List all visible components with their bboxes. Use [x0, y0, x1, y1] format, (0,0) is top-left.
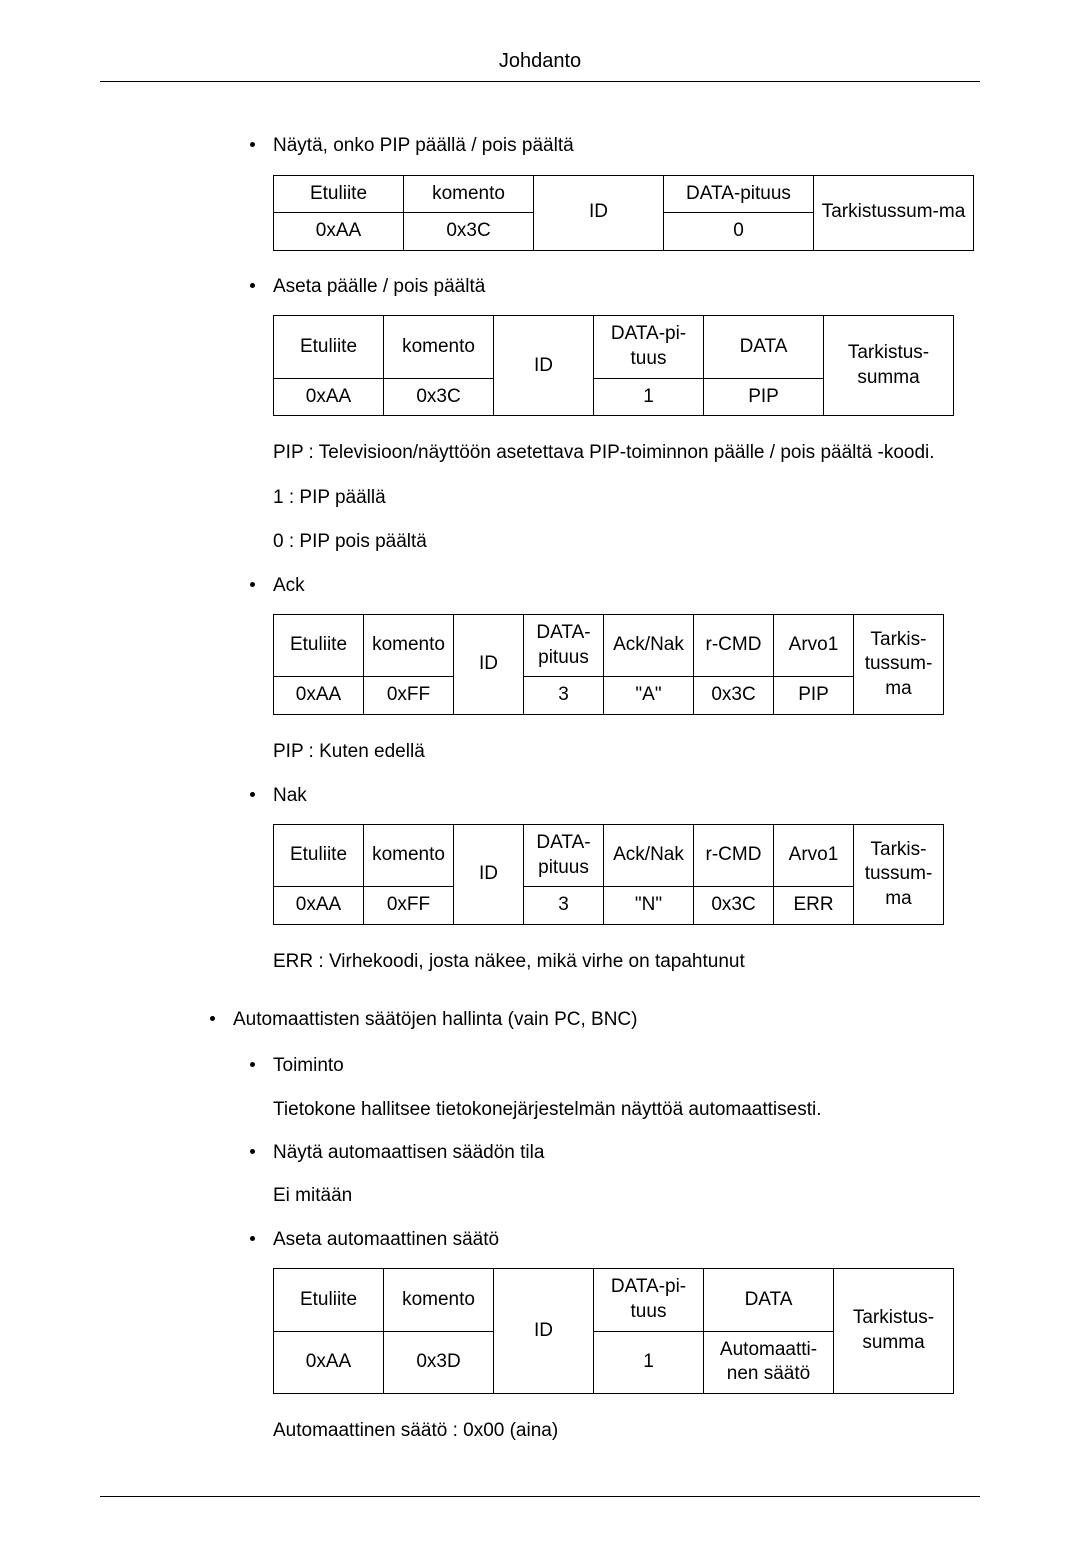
bullet-s7: Näytä automaattisen säädön tila — [250, 1139, 980, 1168]
td: 0x3D — [384, 1331, 494, 1393]
bullet-s2: Aseta päälle / pois päältä — [250, 273, 980, 302]
bullet-text-s8: Aseta automaattinen säätö — [273, 1226, 499, 1255]
table-s1: Etuliite komento ID DATA-pituus Tarkistu… — [273, 175, 974, 251]
td: "A" — [604, 677, 694, 715]
bullet-s6: Toiminto — [250, 1052, 980, 1081]
text-s2-p2: 1 : PIP päällä — [273, 483, 980, 513]
td: ERR — [774, 887, 854, 925]
td: 0xAA — [274, 887, 364, 925]
th: DATA — [704, 316, 824, 378]
bullet-s4: Nak — [250, 782, 980, 811]
bullet-icon — [250, 1062, 255, 1067]
th: ID — [494, 316, 594, 416]
th: DATA-pi-tuus — [594, 1269, 704, 1331]
bullet-s3: Ack — [250, 572, 980, 601]
th: Tarkistus-summa — [834, 1269, 954, 1394]
table-s2: Etuliite komento ID DATA-pi-tuus DATA Ta… — [273, 315, 954, 416]
td: 3 — [524, 677, 604, 715]
td: 0xFF — [364, 677, 454, 715]
th: Arvo1 — [774, 615, 854, 677]
td: "N" — [604, 887, 694, 925]
bullet-icon — [250, 283, 255, 288]
text-s6-p1: Tietokone hallitsee tietokonejärjestelmä… — [273, 1095, 980, 1125]
th: komento — [364, 615, 454, 677]
bullet-text-s7: Näytä automaattisen säädön tila — [273, 1139, 544, 1168]
table-s3: Etuliite komento ID DATA-pituus Ack/Nak … — [273, 614, 944, 715]
bullet-icon — [250, 582, 255, 587]
bullet-s1: Näytä, onko PIP päällä / pois päältä — [250, 132, 980, 161]
td: 1 — [594, 378, 704, 416]
th: Arvo1 — [774, 825, 854, 887]
th: ID — [454, 825, 524, 925]
table-s4: Etuliite komento ID DATA-pituus Ack/Nak … — [273, 824, 944, 925]
bullet-icon — [250, 1236, 255, 1241]
th: komento — [404, 175, 534, 213]
td: 0xAA — [274, 378, 384, 416]
td: 0x3C — [404, 213, 534, 251]
text-s7-p1: Ei mitään — [273, 1181, 980, 1211]
bullet-s8: Aseta automaattinen säätö — [250, 1226, 980, 1255]
td: PIP — [704, 378, 824, 416]
th: Etuliite — [274, 825, 364, 887]
th: Etuliite — [274, 615, 364, 677]
text-s2-p1: PIP : Televisioon/näyttöön asetettava PI… — [273, 438, 980, 468]
th: Tarkistus-summa — [824, 316, 954, 416]
footer-rule — [100, 1496, 980, 1497]
td: 0 — [664, 213, 814, 251]
td: 0x3C — [694, 887, 774, 925]
page-header: Johdanto — [100, 50, 980, 82]
bullet-text-s5: Automaattisten säätöjen hallinta (vain P… — [233, 1006, 637, 1035]
table-s8: Etuliite komento ID DATA-pi-tuus DATA Ta… — [273, 1268, 954, 1394]
bullet-text-s1: Näytä, onko PIP päällä / pois päältä — [273, 132, 574, 161]
th: ID — [494, 1269, 594, 1394]
td: PIP — [774, 677, 854, 715]
td: 0xAA — [274, 677, 364, 715]
th: Etuliite — [274, 316, 384, 378]
th: ID — [454, 615, 524, 715]
td: 0xAA — [274, 213, 404, 251]
bullet-text-s3: Ack — [273, 572, 305, 601]
th: r-CMD — [694, 615, 774, 677]
th: DATA-pi-tuus — [594, 316, 704, 378]
text-s3-p1: PIP : Kuten edellä — [273, 737, 980, 767]
th: DATA-pituus — [524, 825, 604, 887]
th: komento — [364, 825, 454, 887]
th: komento — [384, 1269, 494, 1331]
th: Etuliite — [274, 1269, 384, 1331]
bullet-icon — [250, 142, 255, 147]
td: Automaatti-nen säätö — [704, 1331, 834, 1393]
th: r-CMD — [694, 825, 774, 887]
bullet-icon — [250, 792, 255, 797]
td: 3 — [524, 887, 604, 925]
bullet-text-s6: Toiminto — [273, 1052, 344, 1081]
td: 0xFF — [364, 887, 454, 925]
th: Tarkistussum-ma — [814, 175, 974, 250]
td: 0x3C — [384, 378, 494, 416]
bullet-text-s2: Aseta päälle / pois päältä — [273, 273, 485, 302]
th: DATA-pituus — [524, 615, 604, 677]
td: 0x3C — [694, 677, 774, 715]
th: Tarkis-tussum-ma — [854, 615, 944, 715]
th: ID — [534, 175, 664, 250]
td: 0xAA — [274, 1331, 384, 1393]
th: Etuliite — [274, 175, 404, 213]
bullet-text-s4: Nak — [273, 782, 307, 811]
th: DATA-pituus — [664, 175, 814, 213]
th: Ack/Nak — [604, 825, 694, 887]
th: Tarkis-tussum-ma — [854, 825, 944, 925]
text-s2-p3: 0 : PIP pois päältä — [273, 527, 980, 557]
th: Ack/Nak — [604, 615, 694, 677]
text-s8-p1: Automaattinen säätö : 0x00 (aina) — [273, 1416, 980, 1446]
bullet-icon — [250, 1149, 255, 1154]
td: 1 — [594, 1331, 704, 1393]
th: komento — [384, 316, 494, 378]
bullet-icon — [210, 1016, 215, 1021]
th: DATA — [704, 1269, 834, 1331]
text-s4-p1: ERR : Virhekoodi, josta näkee, mikä virh… — [273, 947, 980, 977]
bullet-s5: Automaattisten säätöjen hallinta (vain P… — [210, 1006, 980, 1035]
